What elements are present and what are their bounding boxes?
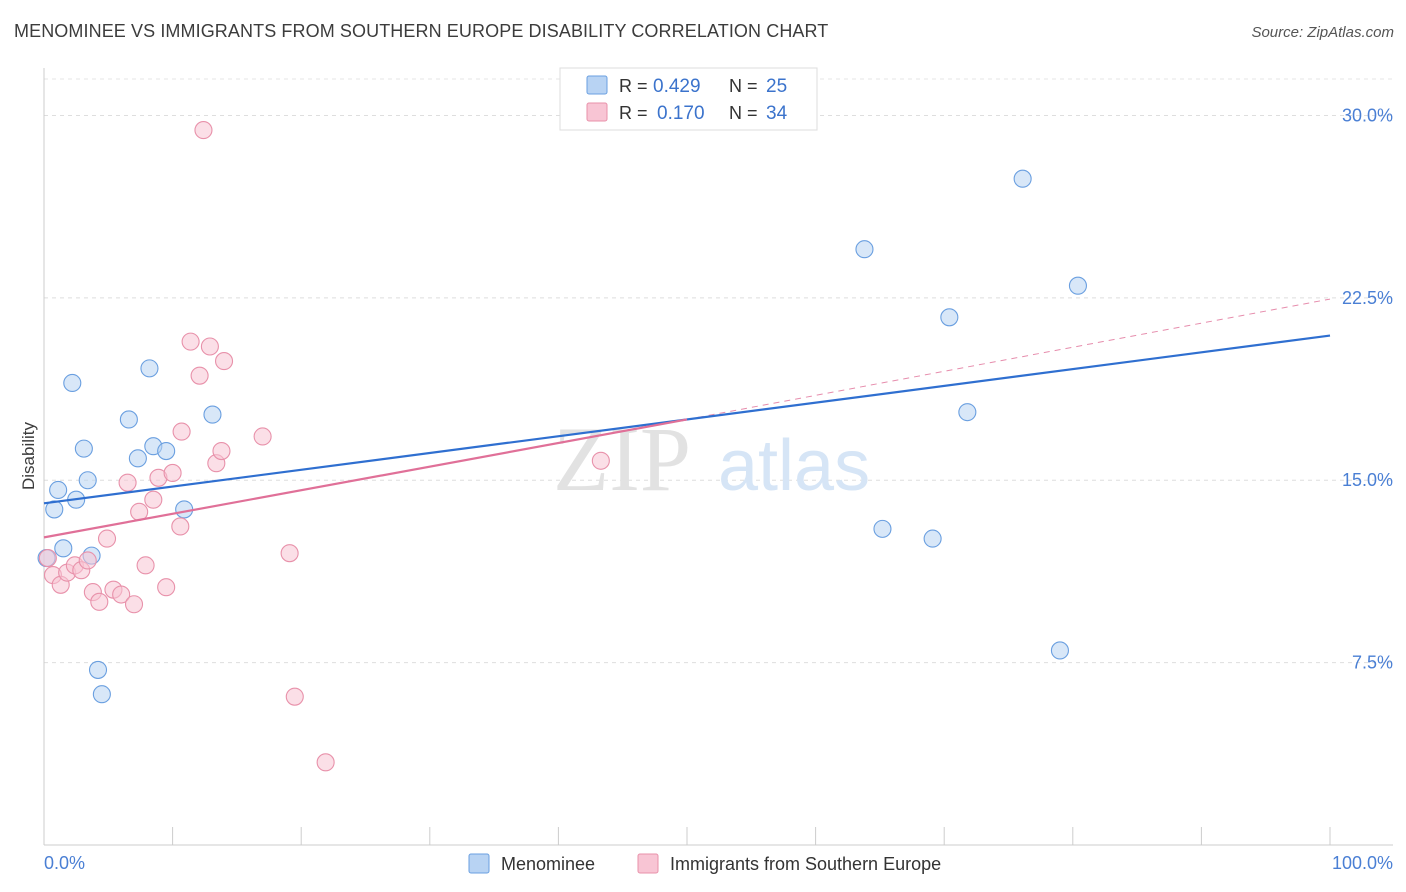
watermark-zip: ZIP [553,408,691,510]
point-southern-europe[interactable] [112,585,131,604]
point-southern-europe[interactable] [285,687,304,706]
point-southern-europe[interactable] [181,332,200,351]
point-southern-europe[interactable] [144,490,163,509]
point-menominee[interactable] [958,403,977,422]
point-menominee[interactable] [175,500,194,519]
point-southern-europe[interactable] [118,473,137,492]
stats-r-label-1: R = [619,76,648,96]
bottom-legend: Menominee Immigrants from Southern Europ… [468,853,941,874]
point-menominee[interactable] [54,539,73,558]
point-southern-europe[interactable] [157,578,176,597]
stats-legend: R = 0.429 N = 25 R = 0.170 N = 34 [559,67,818,131]
point-southern-europe[interactable] [78,551,97,570]
point-southern-europe[interactable] [38,549,57,568]
legend-swatch-southern-europe[interactable] [637,853,659,874]
stats-legend-swatch-menominee [586,75,608,95]
y-axis-label: Disability [19,421,38,490]
y-tick-label: 15.0% [1342,470,1393,490]
point-southern-europe[interactable] [280,544,299,563]
point-menominee[interactable] [92,685,111,704]
series-menominee [37,169,1087,704]
point-menominee[interactable] [873,519,892,538]
y-tick-label: 30.0% [1342,105,1393,125]
point-southern-europe[interactable] [200,337,219,356]
stats-r-value-2: 0.170 [657,103,705,124]
stats-r-label-2: R = [619,103,648,123]
point-southern-europe[interactable] [253,427,272,446]
point-menominee[interactable] [74,439,93,458]
trend-line-southern-europe-extension [686,298,1331,420]
point-menominee[interactable] [855,240,874,259]
x-ticks [43,827,1331,845]
point-southern-europe[interactable] [214,352,234,371]
point-southern-europe[interactable] [212,442,231,461]
point-menominee[interactable] [1050,641,1069,660]
stats-n-value-1: 25 [766,76,787,97]
stats-n-value-2: 34 [766,103,788,124]
point-menominee[interactable] [203,405,222,424]
y-tick-label: 22.5% [1342,288,1393,308]
point-menominee[interactable] [157,442,176,461]
point-southern-europe[interactable] [90,592,109,611]
point-menominee[interactable] [1013,169,1032,188]
point-menominee[interactable] [78,471,97,490]
point-menominee[interactable] [940,308,959,327]
stats-n-label-2: N = [729,103,758,123]
x-tick-label-min: 0.0% [44,853,85,873]
point-southern-europe[interactable] [194,121,213,140]
legend-swatch-menominee[interactable] [468,853,490,874]
grid [44,78,1393,664]
point-menominee[interactable] [88,660,108,679]
trend-lines [43,298,1331,539]
y-tick-label: 7.5% [1352,653,1393,673]
stats-n-label-1: N = [729,76,758,96]
y-tick-labels: 7.5% 15.0% 22.5% 30.0% [1342,105,1393,672]
point-southern-europe[interactable] [316,753,335,772]
point-menominee[interactable] [49,480,68,500]
x-tick-label-max: 100.0% [1332,853,1393,873]
watermark: ZIP atlas [553,408,870,510]
point-southern-europe[interactable] [172,422,191,441]
point-menominee[interactable] [140,359,159,378]
chart-title: MENOMINEE VS IMMIGRANTS FROM SOUTHERN EU… [14,21,829,41]
point-menominee[interactable] [63,373,82,393]
point-southern-europe[interactable] [97,529,117,548]
point-menominee[interactable] [1068,276,1087,295]
stats-legend-swatch-southern-europe [586,102,608,122]
point-menominee[interactable] [128,449,147,468]
point-southern-europe[interactable] [124,595,144,614]
point-southern-europe[interactable] [171,517,190,536]
series-southern-europe [38,121,610,772]
point-southern-europe[interactable] [163,463,182,482]
point-menominee[interactable] [119,410,138,429]
point-menominee[interactable] [923,529,942,548]
legend-label-menominee[interactable]: Menominee [501,854,595,874]
point-southern-europe[interactable] [190,366,209,385]
stats-r-value-1: 0.429 [653,76,701,97]
trend-line-southern-europe [43,418,688,539]
point-southern-europe[interactable] [591,451,610,470]
watermark-atlas: atlas [718,426,870,506]
chart-source: Source: ZipAtlas.com [1251,24,1394,41]
point-southern-europe[interactable] [136,556,155,575]
legend-label-southern-europe[interactable]: Immigrants from Southern Europe [670,854,941,874]
